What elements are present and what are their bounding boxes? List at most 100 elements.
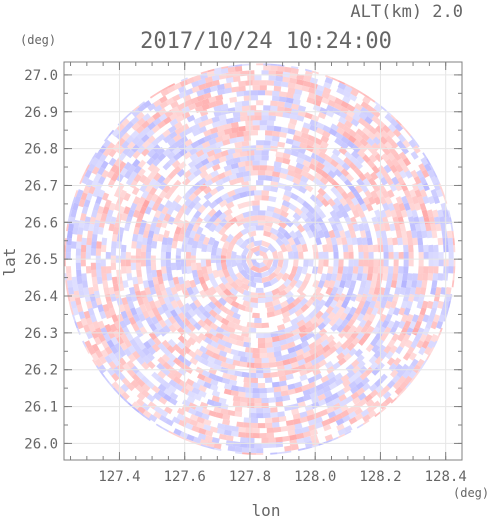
radar-cell <box>70 300 77 309</box>
radar-cell <box>169 118 179 127</box>
radar-cell <box>197 373 206 381</box>
radar-cell <box>393 266 399 274</box>
radar-cell <box>409 189 417 198</box>
radar-cell <box>210 340 219 349</box>
radar-cell <box>215 135 224 143</box>
radar-cell <box>231 86 239 93</box>
radar-cell <box>151 306 160 316</box>
radar-cell <box>208 200 218 210</box>
radar-cell <box>225 314 234 323</box>
radar-cell <box>151 124 161 134</box>
radar-cell <box>336 352 345 361</box>
radar-cell <box>147 171 156 181</box>
radar-cell <box>216 83 225 91</box>
radar-cell <box>69 179 77 188</box>
radar-cell <box>354 413 364 421</box>
radar-cell <box>189 230 197 239</box>
radar-cell <box>249 210 258 216</box>
radar-cell <box>372 266 379 274</box>
radar-cell <box>292 413 301 420</box>
radar-cell <box>142 355 151 365</box>
radar-cell <box>272 340 281 348</box>
radar-cell <box>298 180 308 189</box>
radar-cell <box>356 387 366 396</box>
radar-cell <box>259 262 267 269</box>
radar-cell <box>347 375 357 384</box>
radar-cell <box>220 149 229 157</box>
radar-cell <box>152 276 159 285</box>
radar-cell <box>381 171 390 180</box>
radar-cell <box>448 266 454 274</box>
radar-cell <box>336 185 345 195</box>
radar-cell <box>165 251 171 260</box>
radar-cell <box>394 182 403 192</box>
radar-cell <box>430 188 438 198</box>
radar-cell <box>273 266 283 276</box>
radar-cell <box>100 160 109 170</box>
radar-cell <box>232 317 241 325</box>
radar-cell <box>364 143 374 152</box>
radar-cell <box>158 296 166 306</box>
radar-cell <box>409 223 417 232</box>
radar-cell <box>201 98 210 106</box>
radar-cell <box>326 67 335 75</box>
radar-cell <box>340 191 350 200</box>
radar-cell <box>340 135 350 145</box>
radar-cell <box>119 189 127 199</box>
radar-cell <box>151 202 160 212</box>
radar-cell <box>208 101 217 109</box>
radar-cell <box>176 341 186 350</box>
radar-cell <box>141 140 151 149</box>
radar-cell <box>256 413 264 419</box>
radar-cell <box>214 196 224 205</box>
radar-cell <box>211 158 221 166</box>
radar-cell <box>296 319 306 328</box>
radar-cell <box>268 115 276 121</box>
radar-cell <box>125 310 134 319</box>
radar-cell <box>338 116 347 125</box>
radar-cell <box>292 98 301 106</box>
radar-cell <box>273 309 283 317</box>
radar-cell <box>118 161 127 170</box>
radar-cell <box>108 307 116 316</box>
radar-cell <box>97 320 105 330</box>
radar-cell <box>295 348 305 357</box>
radar-cell <box>121 391 130 401</box>
radar-cell <box>240 283 250 291</box>
radar-cell <box>406 300 413 309</box>
radar-cell <box>345 75 355 83</box>
radar-cell <box>176 413 186 421</box>
radar-cell <box>116 336 125 345</box>
radar-cell <box>161 433 171 442</box>
radar-cell <box>285 373 294 381</box>
radar-cell <box>269 277 279 286</box>
radar-cell <box>353 259 359 267</box>
radar-cell <box>137 276 144 285</box>
radar-cell <box>273 386 282 393</box>
radar-cell <box>333 197 342 207</box>
radar-cell <box>215 94 224 101</box>
radar-cell <box>300 205 310 215</box>
radar-cell <box>384 113 394 122</box>
radar-cell <box>208 138 217 146</box>
radar-cell <box>223 388 232 396</box>
radar-cell <box>97 205 105 215</box>
radar-cell <box>106 273 113 281</box>
radar-cell <box>384 209 392 218</box>
radar-cell <box>243 135 251 142</box>
radar-cell <box>254 403 262 409</box>
radar-cell <box>321 198 330 207</box>
radar-cell <box>145 251 151 260</box>
radar-cell <box>262 259 269 266</box>
radar-cell <box>230 300 240 309</box>
radar-cell <box>277 101 285 108</box>
radar-cell <box>259 120 267 126</box>
radar-cell <box>317 299 327 308</box>
radar-cell <box>153 337 162 346</box>
radar-cell <box>316 216 325 226</box>
radar-cell <box>206 399 215 407</box>
radar-cell <box>362 382 371 392</box>
radar-cell <box>205 161 214 170</box>
radar-cell <box>406 364 415 374</box>
radar-cell <box>142 199 150 209</box>
